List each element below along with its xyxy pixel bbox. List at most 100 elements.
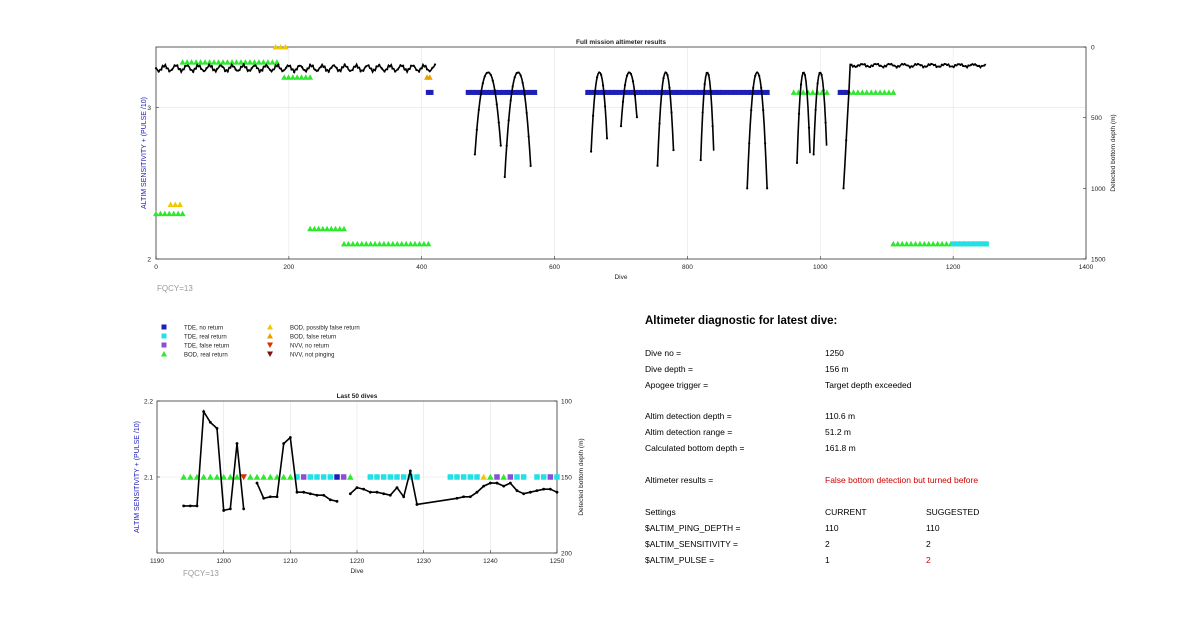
depth-point <box>239 65 243 68</box>
x-tick-label: 200 <box>283 264 294 271</box>
depth-point <box>906 64 909 67</box>
depth-point <box>477 108 480 111</box>
depth-point <box>475 128 478 131</box>
depth-point <box>402 495 406 499</box>
marker-bod <box>307 74 314 80</box>
depth-point <box>750 109 753 112</box>
depth-point <box>275 495 279 499</box>
marker-tde_no <box>524 89 530 95</box>
marker-tde_no <box>528 89 534 95</box>
marker-bod <box>170 210 177 217</box>
marker-bod <box>294 74 301 80</box>
depth-point <box>513 76 516 79</box>
depth-point <box>895 66 898 69</box>
depth-point <box>528 490 532 494</box>
marker-bod <box>269 59 276 65</box>
chart-title: Last 50 dives <box>337 393 378 400</box>
sensitivity-suggested: 2 <box>926 539 931 549</box>
marker-bod <box>202 59 209 65</box>
pulse-label: $ALTIM_PULSE = <box>645 555 715 565</box>
marker-tde_no <box>732 89 738 95</box>
marker-tde_real <box>979 241 985 247</box>
marker-bod <box>487 473 494 480</box>
depth-point <box>407 68 410 71</box>
marker-bod <box>358 240 365 247</box>
marker-tde_no <box>764 89 770 95</box>
marker-tde_no <box>728 89 734 95</box>
depth-point <box>423 65 426 68</box>
depth-point <box>631 80 635 83</box>
marker-tde_no <box>736 89 742 95</box>
depth-point <box>525 111 528 115</box>
depth-point <box>340 66 344 69</box>
marker-bod <box>281 74 288 80</box>
marker-bod <box>354 240 361 247</box>
depth-point <box>348 69 352 72</box>
depth-point <box>338 68 341 72</box>
depth-point <box>711 124 714 128</box>
marker-bod <box>166 210 173 217</box>
depth-point <box>799 83 803 86</box>
depth-point <box>845 139 848 142</box>
depth-point <box>853 64 856 67</box>
depth-point <box>707 73 710 77</box>
marker-tde_real <box>554 474 560 480</box>
depth-point <box>503 175 506 179</box>
dive-no-value: 1250 <box>825 348 844 358</box>
marker-tde_no <box>512 89 518 95</box>
depth-point <box>455 496 459 500</box>
depth-point <box>178 67 182 71</box>
depth-point <box>197 65 200 68</box>
depth-point <box>491 79 494 82</box>
depth-point <box>184 64 187 68</box>
depth-point <box>863 63 866 66</box>
depth-point <box>154 67 158 70</box>
depth-point <box>932 64 935 67</box>
legend-marker-tde_no <box>161 324 167 330</box>
depth-point <box>202 70 205 73</box>
y-right-axis-label: Detected bottom depth (m) <box>1110 114 1117 191</box>
marker-bod <box>372 240 379 247</box>
depth-point <box>481 82 484 85</box>
legend-label: TDE, no return <box>184 325 223 331</box>
depth-point <box>409 64 413 67</box>
marker-nvv_no <box>240 474 247 481</box>
depth-point <box>375 65 378 68</box>
marker-bod <box>157 210 164 217</box>
depth-point <box>797 112 801 115</box>
y-left-tick-label: 2.2 <box>144 399 153 406</box>
marker-tde_no <box>684 89 690 95</box>
depth-point <box>812 153 815 156</box>
depth-point <box>619 125 623 128</box>
depth-point <box>301 66 304 69</box>
depth-point <box>192 70 195 73</box>
depth-point <box>764 142 767 145</box>
ping-depth-suggested: 110 <box>926 523 940 533</box>
depth-point <box>621 100 625 103</box>
depth-point <box>170 68 174 71</box>
marker-bod_pf <box>480 473 487 480</box>
depth-point <box>417 70 421 73</box>
depth-point <box>489 73 492 76</box>
depth-point <box>311 64 314 67</box>
depth-point <box>194 67 197 70</box>
marker-bod <box>324 225 331 232</box>
depth-point <box>462 495 466 499</box>
depth-point <box>927 63 930 66</box>
depth-point <box>408 469 412 473</box>
depth-trace <box>155 62 436 75</box>
legend-marker-nvv_no <box>267 342 273 348</box>
depth-point <box>368 490 372 494</box>
depth-point <box>951 65 954 68</box>
marker-bod <box>287 473 294 480</box>
depth-point <box>205 67 208 70</box>
marker-bod <box>184 59 191 65</box>
chart-title: Full mission altimeter results <box>576 39 666 46</box>
depth-point <box>287 65 290 68</box>
depth-point <box>316 69 320 72</box>
x-tick-label: 1000 <box>813 264 828 271</box>
depth-point <box>818 71 821 75</box>
x-tick-label: 1400 <box>1079 264 1094 271</box>
depth-point <box>303 69 306 72</box>
marker-tde_no <box>696 89 702 95</box>
